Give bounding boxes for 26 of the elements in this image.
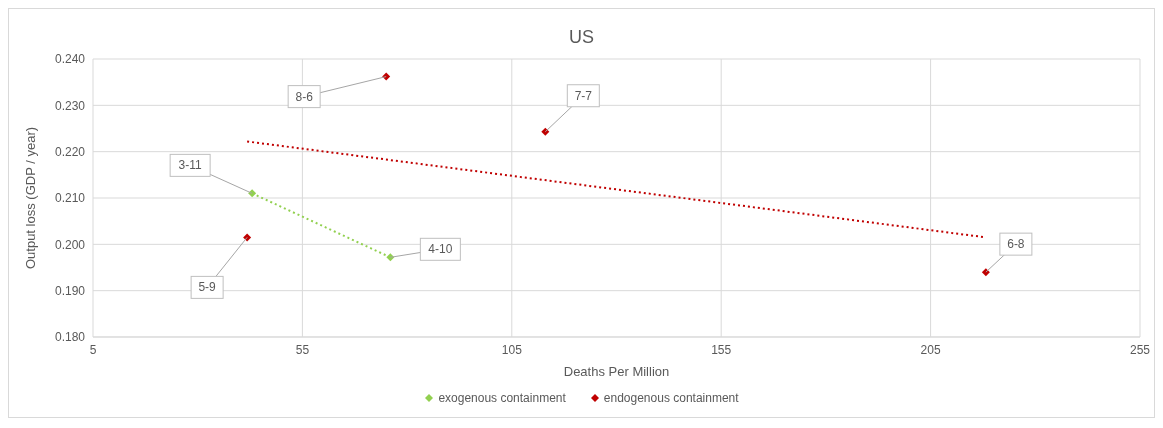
y-tick-label: 0.200 xyxy=(54,237,86,252)
x-tick-label: 55 xyxy=(295,342,310,357)
x-axis-title: Deaths Per Million xyxy=(563,364,670,379)
x-tick-label: 5 xyxy=(89,342,97,357)
y-tick-label: 0.220 xyxy=(54,144,86,159)
annotation: 5-9 xyxy=(198,280,217,295)
x-tick-label: 205 xyxy=(920,342,941,357)
y-tick-label: 0.210 xyxy=(54,191,86,206)
x-tick-label: 155 xyxy=(711,342,732,357)
annotation: 8-6 xyxy=(295,89,314,104)
y-tick-label: 0.180 xyxy=(54,330,86,345)
point xyxy=(981,268,990,277)
y-axis-title: Output loss (GDP / year) xyxy=(22,126,38,270)
x-tick-label: 105 xyxy=(501,342,523,357)
y-tick-label: 0.230 xyxy=(54,98,86,113)
chart-title: US xyxy=(568,27,595,49)
point xyxy=(541,127,550,136)
x-tick-label: 255 xyxy=(1129,342,1151,357)
y-tick-label: 0.190 xyxy=(54,283,86,298)
y-tick-label: 0.240 xyxy=(54,52,86,67)
annotation: 6-8 xyxy=(1007,237,1025,252)
annotation: 3-11 xyxy=(178,158,203,173)
annotation: 7-7 xyxy=(574,88,593,103)
legend-label: endogenous containment xyxy=(602,391,739,405)
annotation: 4-10 xyxy=(428,242,453,257)
legend-label: exogenous containment xyxy=(437,391,566,405)
